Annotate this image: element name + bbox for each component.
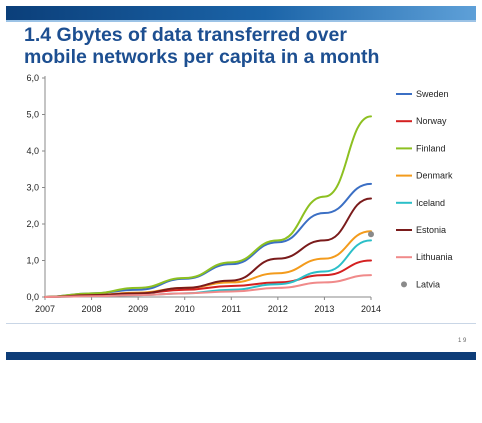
legend-label-latvia: Latvia (416, 279, 440, 289)
x-tick-label: 2011 (222, 304, 241, 314)
legend-label-sweden: Sweden (416, 89, 449, 99)
y-tick-label: 0,0 (26, 292, 39, 302)
y-tick-label: 4,0 (26, 146, 39, 156)
y-tick-label: 3,0 (26, 183, 39, 193)
footer-bar (6, 352, 476, 360)
series-line-estonia (44, 197, 372, 298)
legend-label-estonia: Estonia (416, 225, 446, 235)
legend-label-finland: Finland (416, 143, 446, 153)
slide: 1.4 Gbytes of data transferred over mobi… (6, 6, 476, 360)
legend-label-lithuania: Lithuania (416, 252, 453, 262)
line-chart: 0,0 1,0 2,0 3,0 4,0 5,0 6,0 2007 2008 2009 2010 201… (26, 73, 453, 314)
x-tick-label: 2014 (361, 304, 381, 314)
footer-divider (6, 323, 476, 324)
legend-swatch-latvia (401, 281, 407, 288)
series-line-finland (44, 115, 372, 298)
series-line-lithuania (44, 274, 372, 298)
y-tick-label: 6,0 (26, 73, 39, 83)
x-tick-label: 2013 (314, 304, 334, 314)
chart-svg: 0,0 1,0 2,0 3,0 4,0 5,0 6,0 2007 2008 2009 2010 201… (26, 73, 453, 314)
legend-label-iceland: Iceland (416, 198, 445, 208)
y-tick-label: 5,0 (26, 110, 39, 120)
x-tick-label: 2010 (175, 304, 195, 314)
x-tick-label: 2007 (35, 304, 55, 314)
series-point-latvia (368, 231, 374, 238)
x-tick-label: 2009 (128, 304, 148, 314)
slide-title-line-1: 1.4 Gbytes of data transferred over (24, 24, 347, 46)
legend-label-norway: Norway (416, 116, 447, 126)
y-tick-label: 1,0 (26, 256, 39, 266)
slide-title-line-2: mobile networks per capita in a month (24, 46, 380, 68)
legend-label-denmark: Denmark (416, 171, 453, 181)
header-bar (6, 6, 476, 20)
slide-title: 1.4 Gbytes of data transferred over mobi… (24, 24, 476, 68)
x-tick-label: 2012 (268, 304, 288, 314)
x-tick-label: 2008 (82, 304, 102, 314)
page-number: 1 9 (458, 338, 467, 344)
y-tick-label: 2,0 (26, 219, 39, 229)
header-bar-edge (6, 20, 476, 22)
